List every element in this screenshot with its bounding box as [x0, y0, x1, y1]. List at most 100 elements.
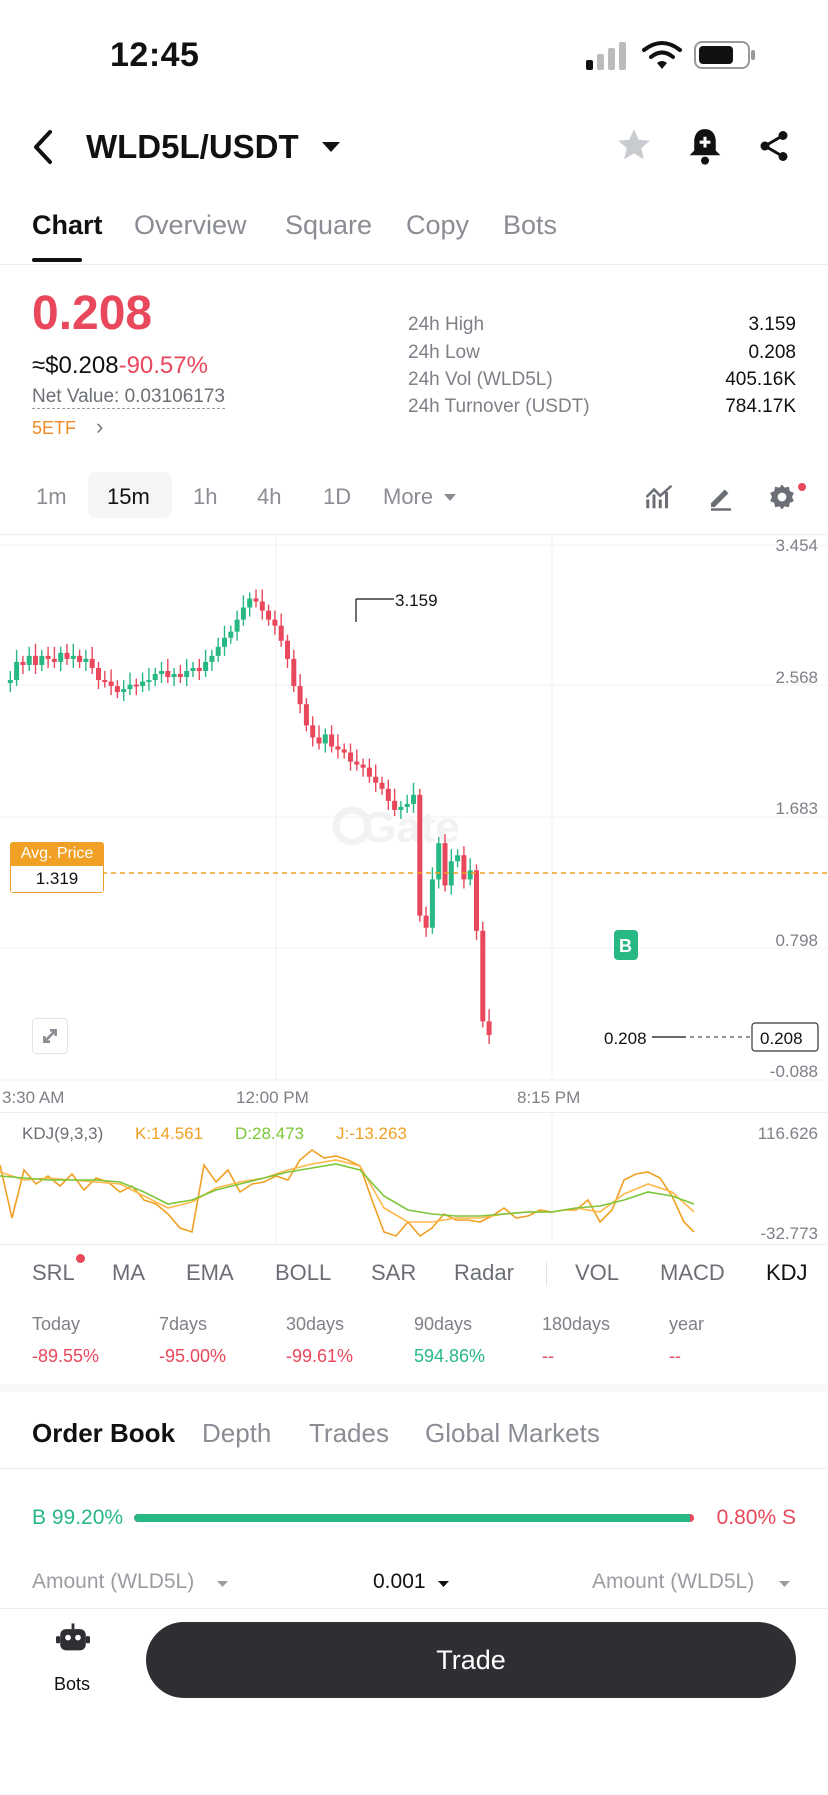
net-value[interactable]: Net Value: 0.03106173 [32, 386, 225, 409]
candle-body [253, 598, 259, 602]
signal-icon [586, 42, 626, 70]
candle-body [266, 610, 272, 620]
draw-pencil-icon[interactable] [706, 482, 736, 512]
buy-marker-box[interactable] [614, 930, 638, 960]
candle-body [133, 684, 139, 687]
y-tick-0: 3.454 [775, 536, 818, 555]
tab-global-markets[interactable]: Global Markets [425, 1418, 600, 1448]
candle-body [429, 879, 435, 928]
tab-square[interactable]: Square [285, 210, 373, 240]
perf-value-180days: -- [542, 1346, 554, 1366]
kdj-top-divider [0, 1112, 828, 1113]
chart-top-divider [0, 534, 828, 535]
ratio-bar-buy-fill [134, 1514, 690, 1522]
candle-body [7, 680, 13, 684]
indicator-sar[interactable]: SAR [371, 1260, 417, 1285]
candle-body [310, 725, 316, 738]
settings-gear-icon[interactable] [766, 482, 798, 512]
tab-order-book[interactable]: Order Book [32, 1418, 176, 1448]
buy-marker-label[interactable]: B [619, 936, 632, 956]
trade-button[interactable]: Trade [146, 1622, 796, 1698]
stat-value-vol: 405.16K [725, 369, 796, 390]
etf-tag[interactable]: 5ETF [32, 418, 77, 438]
share-icon[interactable] [756, 128, 792, 164]
tab-depth[interactable]: Depth [202, 1418, 272, 1448]
tab-chart[interactable]: Chart [32, 210, 103, 240]
timeframe-1d[interactable]: 1D [323, 484, 352, 509]
timeframe-more[interactable]: More [383, 484, 434, 509]
candle-body [196, 667, 202, 671]
tab-overview[interactable]: Overview [134, 210, 247, 240]
perf-label-90days: 90days [414, 1314, 473, 1334]
indicator-boll[interactable]: BOLL [275, 1260, 332, 1285]
candle-body [64, 652, 70, 659]
candle-body [411, 794, 416, 804]
usd-price: ≈$0.208 [32, 352, 119, 379]
fullscreen-button[interactable] [32, 1018, 68, 1054]
kdj-max: 116.626 [757, 1124, 818, 1143]
tabs-divider [0, 264, 828, 265]
candle-body [354, 761, 360, 765]
perf-value-today: -89.55% [32, 1346, 100, 1366]
candle-body [121, 689, 127, 693]
amount-left-header[interactable]: Amount (WLD5L) [32, 1570, 195, 1593]
precision-selector[interactable]: 0.001 [373, 1570, 426, 1593]
perf-value-7days: -95.00% [159, 1346, 227, 1366]
bot-robot-icon[interactable] [56, 1622, 90, 1656]
candle-body [341, 749, 347, 753]
chart-grid [0, 535, 828, 1081]
timeframe-15m[interactable]: 15m [107, 484, 150, 509]
alert-bell-icon[interactable] [686, 126, 724, 166]
candle-body [45, 655, 51, 659]
timeframe-active-bg [88, 472, 172, 518]
amount-left-dropdown-icon[interactable] [216, 1580, 229, 1588]
indicator-icon[interactable] [644, 482, 674, 512]
perf-label-7days: 7days [159, 1314, 208, 1334]
more-dropdown-icon[interactable] [443, 493, 457, 502]
amount-right-dropdown-icon[interactable] [778, 1580, 791, 1588]
indicator-ema[interactable]: EMA [186, 1260, 234, 1285]
usd-price-line: ≈$0.208-90.57% [32, 352, 208, 380]
candle-body [26, 655, 32, 665]
star-icon[interactable] [614, 126, 654, 164]
timeframe-1h[interactable]: 1h [193, 484, 218, 509]
indicator-kdj[interactable]: KDJ [766, 1260, 808, 1285]
indicator-srl[interactable]: SRL [32, 1260, 75, 1285]
low-marker-label: 0.208 [604, 1029, 647, 1048]
candle-body [77, 655, 83, 662]
kdj-chart [0, 1112, 695, 1244]
back-icon[interactable] [28, 128, 56, 166]
candle-body [486, 1021, 492, 1035]
candle-body [165, 670, 171, 678]
x-tick-0: 3:30 AM [2, 1088, 65, 1107]
kdj-j-line [0, 1149, 695, 1238]
pair-dropdown-icon[interactable] [320, 140, 342, 154]
chevron-right-icon[interactable]: › [96, 414, 104, 439]
amount-right-header[interactable]: Amount (WLD5L) [592, 1570, 755, 1593]
kdj-k-line [0, 1159, 695, 1223]
bots-label[interactable]: Bots [54, 1674, 91, 1694]
candle-body [366, 767, 372, 777]
candle-body [322, 734, 328, 744]
pair-title[interactable]: WLD5L/USDT [86, 128, 299, 165]
tab-bots[interactable]: Bots [503, 210, 558, 240]
indicator-radar[interactable]: Radar [454, 1260, 514, 1285]
candle-body [171, 673, 177, 678]
indicator-vol[interactable]: VOL [575, 1260, 620, 1285]
stat-label-turnover: 24h Turnover (USDT) [408, 396, 590, 417]
expand-icon [43, 1029, 57, 1043]
timeframe-1m[interactable]: 1m [36, 484, 67, 509]
precision-dropdown-icon[interactable] [437, 1580, 450, 1588]
timeframe-4h[interactable]: 4h [257, 484, 282, 509]
candle-body [385, 788, 391, 801]
candle-body [102, 680, 108, 683]
candle-body [190, 667, 196, 671]
indicator-macd[interactable]: MACD [660, 1260, 725, 1285]
candle-body [209, 655, 215, 662]
kdj-k-value: K:14.561 [135, 1124, 204, 1143]
tab-trades[interactable]: Trades [309, 1418, 389, 1448]
x-tick-1: 12:00 PM [236, 1088, 309, 1107]
indicator-ma[interactable]: MA [112, 1260, 145, 1285]
tab-copy[interactable]: Copy [406, 210, 470, 240]
candlestick-chart[interactable]: Gate 3.159 0.208 0.208 B 3.454 2.568 1.6… [0, 535, 828, 1102]
